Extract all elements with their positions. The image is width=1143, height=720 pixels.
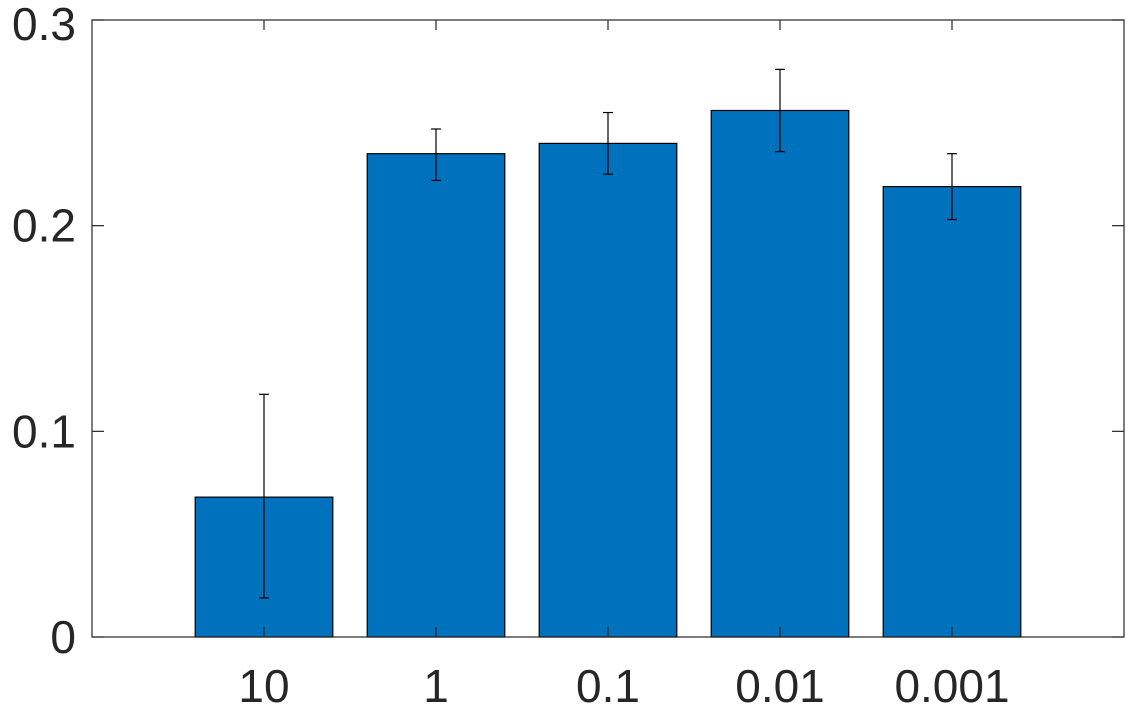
error-bar xyxy=(775,68,785,153)
y-tick-label: 0.1 xyxy=(12,405,76,457)
bar xyxy=(710,109,850,638)
x-tick-label: 0.01 xyxy=(735,660,825,712)
error-bar xyxy=(947,153,957,221)
x-tick-label: 0.1 xyxy=(576,660,640,712)
error-bar xyxy=(431,128,441,182)
y-tick-label: 0.3 xyxy=(12,0,76,50)
error-bar xyxy=(603,111,613,175)
bar xyxy=(366,153,506,638)
x-tick-label: 10 xyxy=(238,660,289,712)
x-tick-labels: 10 1 0.1 0.01 0.001 xyxy=(238,660,1009,712)
ticks-group xyxy=(92,19,1124,638)
x-tick-label: 0.001 xyxy=(894,660,1009,712)
y-tick-label: 0 xyxy=(50,611,76,663)
y-tick-label: 0.2 xyxy=(12,200,76,252)
x-tick-label: 1 xyxy=(423,660,449,712)
bar xyxy=(882,185,1022,638)
error-bars-group xyxy=(259,68,957,599)
bar xyxy=(538,142,678,638)
y-tick-labels: 0 0.1 0.2 0.3 xyxy=(12,0,76,663)
bars-group xyxy=(194,109,1022,638)
error-bar xyxy=(259,393,269,599)
